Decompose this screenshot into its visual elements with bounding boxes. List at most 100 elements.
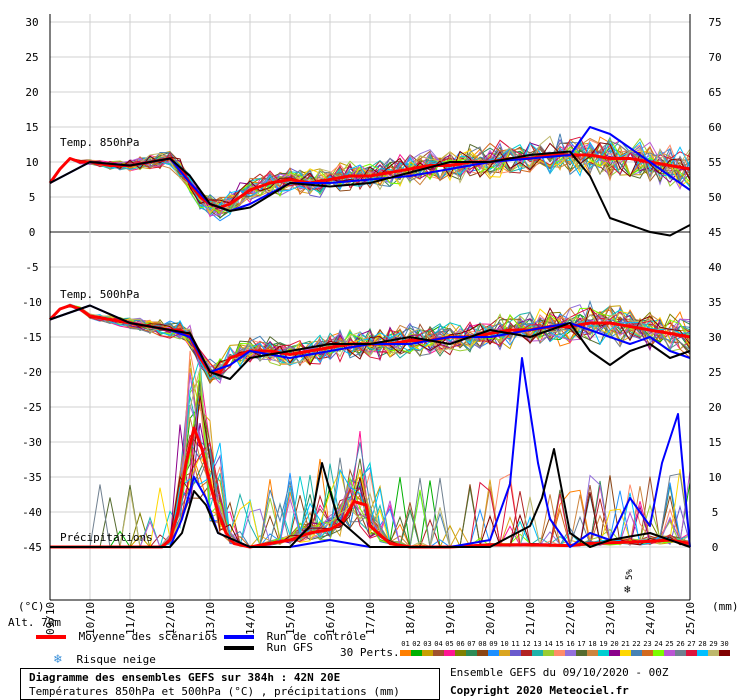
pert-number: 24	[654, 640, 663, 648]
right-tick-label: 75	[708, 16, 721, 29]
x-tick-label: 22/10	[564, 602, 577, 635]
control-swatch	[224, 635, 254, 639]
pert-swatch	[686, 650, 697, 656]
x-tick-label: 23/10	[604, 602, 617, 635]
legend-mean-label: Moyenne des scénarios	[78, 630, 218, 643]
pert-swatch	[664, 650, 675, 656]
left-axis-unit: (°C)	[18, 600, 45, 613]
right-tick-label: 65	[708, 86, 721, 99]
ensemble-label: Ensemble GEFS du 09/10/2020 - 00Z	[450, 666, 669, 679]
pert-swatch	[455, 650, 466, 656]
pert-swatch	[642, 650, 653, 656]
pert-swatch	[576, 650, 587, 656]
right-tick-label: 10	[708, 471, 721, 484]
right-tick-label: 15	[708, 436, 721, 449]
pert-swatch	[620, 650, 631, 656]
x-tick-label: 19/10	[444, 602, 457, 635]
pert-number: 23	[643, 640, 652, 648]
pert-number: 14	[544, 640, 553, 648]
pert-swatch	[719, 650, 730, 656]
control-line-t500	[49, 304, 691, 373]
gfs-line-t850	[49, 150, 691, 237]
pert-number: 03	[423, 640, 432, 648]
x-tick-label: 09/10	[44, 602, 57, 635]
pert-swatch	[598, 650, 609, 656]
legend-snow-label: Risque neige	[76, 653, 156, 666]
legend-mean: Moyenne des scénarios	[36, 630, 218, 643]
pert-swatch	[488, 650, 499, 656]
pert-number: 15	[555, 640, 564, 648]
left-tick-label: -25	[22, 401, 42, 414]
pert-number: 05	[445, 640, 454, 648]
pert-number: 25	[665, 640, 674, 648]
footer-subtitle: Températures 850hPa et 500hPa (°C) , pré…	[29, 685, 400, 698]
left-tick-label: 5	[29, 191, 36, 204]
pert-line-28	[49, 303, 691, 380]
right-tick-label: 40	[708, 261, 721, 274]
right-tick-label: 45	[708, 226, 721, 239]
snow-risk-label: 5%	[625, 569, 635, 580]
pert-swatch	[675, 650, 686, 656]
legend-gfs: Run GFS	[224, 641, 313, 654]
pert-number: 30	[720, 640, 729, 648]
pert-number: 27	[687, 640, 696, 648]
right-tick-label: 25	[708, 366, 721, 379]
gfs-swatch	[224, 646, 254, 650]
pert-line-23	[49, 142, 691, 205]
pert-number: 09	[489, 640, 498, 648]
left-tick-label: -40	[22, 506, 42, 519]
pert-number: 08	[478, 640, 487, 648]
left-tick-label: 0	[29, 226, 36, 239]
pert-swatches	[400, 650, 730, 656]
left-tick-label: -15	[22, 331, 42, 344]
pert-number: 19	[599, 640, 608, 648]
pert-line-23	[49, 304, 691, 384]
x-tick-label: 21/10	[524, 602, 537, 635]
right-tick-label: 50	[708, 191, 721, 204]
x-tick-label: 20/10	[484, 602, 497, 635]
pert-number: 11	[511, 640, 520, 648]
right-axis-unit: (mm)	[712, 600, 739, 613]
right-tick-label: 35	[708, 296, 721, 309]
pert-line-27	[49, 303, 691, 376]
mean-swatch	[36, 635, 66, 639]
pert-number: 17	[577, 640, 586, 648]
pert-number: 10	[500, 640, 509, 648]
x-tick-label: 13/10	[204, 602, 217, 635]
pert-number: 20	[610, 640, 619, 648]
x-tick-label: 14/10	[244, 602, 257, 635]
x-tick-label: 25/10	[684, 602, 697, 635]
pert-number: 28	[698, 640, 707, 648]
pert-swatch	[543, 650, 554, 656]
right-tick-label: 5	[712, 506, 719, 519]
pert-swatch	[510, 650, 521, 656]
pert-swatch	[631, 650, 642, 656]
altitude-label: Alt. 70m	[8, 616, 61, 629]
footer-box: Diagramme des ensembles GEFS sur 384h : …	[20, 668, 440, 700]
left-tick-label: -20	[22, 366, 42, 379]
pert-swatch	[400, 650, 411, 656]
left-tick-label: 20	[25, 86, 38, 99]
pert-number: 21	[621, 640, 630, 648]
pert-swatch	[411, 650, 422, 656]
left-tick-label: -30	[22, 436, 42, 449]
right-tick-label: 70	[708, 51, 721, 64]
left-tick-label: 25	[25, 51, 38, 64]
right-tick-label: 0	[712, 541, 719, 554]
left-tick-label: -10	[22, 296, 42, 309]
pert-numbers: 01 02 03 04 05 06 07 08 09 10 11 12 13 14 15 16 17 18 19 20…	[400, 640, 730, 650]
pert-line-29	[49, 135, 691, 214]
x-tick-label: 16/10	[324, 602, 337, 635]
panel-label-t850: Temp. 850hPa	[60, 136, 139, 149]
pert-swatch	[499, 650, 510, 656]
gfs-line-t500	[49, 304, 691, 380]
perts-label: 30 Perts.	[340, 646, 400, 659]
pert-swatch	[554, 650, 565, 656]
x-tick-label: 11/10	[124, 602, 137, 635]
pert-number: 13	[533, 640, 542, 648]
right-tick-label: 60	[708, 121, 721, 134]
left-tick-label: 15	[25, 121, 38, 134]
pert-swatch	[609, 650, 620, 656]
x-tick-label: 12/10	[164, 602, 177, 635]
